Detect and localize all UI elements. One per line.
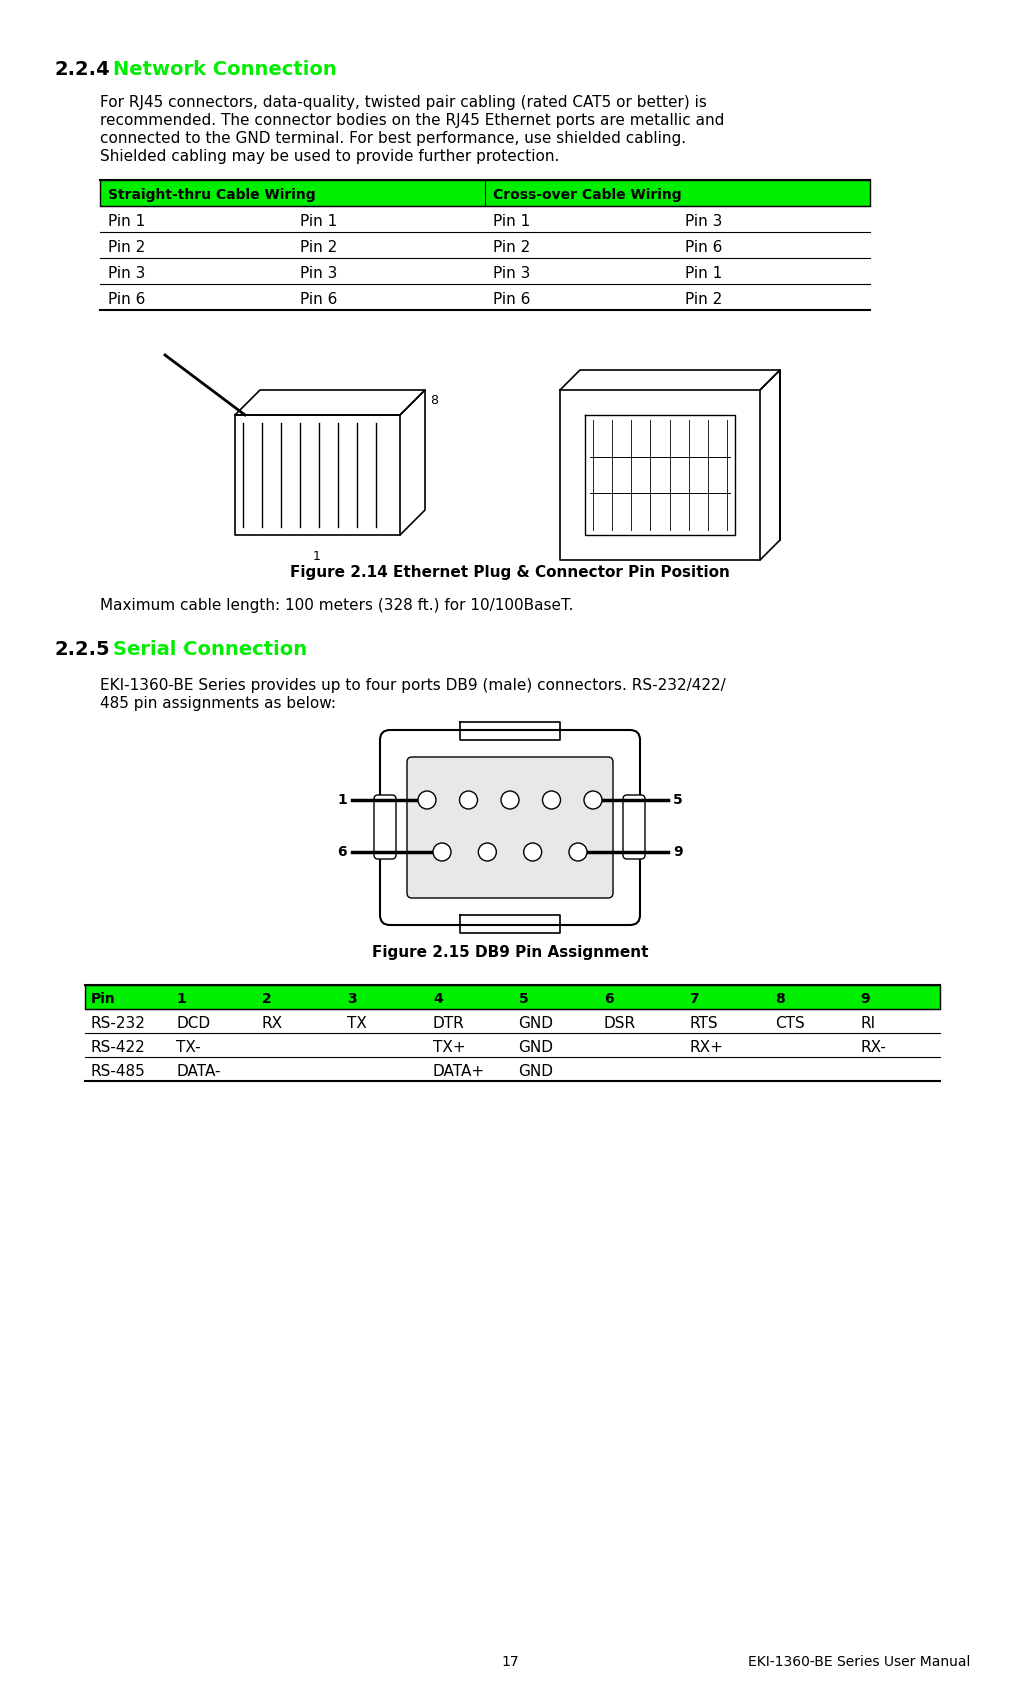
Text: Pin 2: Pin 2 <box>301 240 337 254</box>
Text: DTR: DTR <box>433 1015 465 1030</box>
Text: RI: RI <box>860 1015 875 1030</box>
Text: EKI-1360-BE Series provides up to four ports DB9 (male) connectors. RS-232/422/: EKI-1360-BE Series provides up to four p… <box>100 678 726 694</box>
Text: TX-: TX- <box>176 1039 201 1054</box>
Text: Pin 3: Pin 3 <box>301 266 338 281</box>
Text: Pin 1: Pin 1 <box>301 213 337 228</box>
Text: 1: 1 <box>313 550 321 563</box>
Text: 9: 9 <box>673 844 683 860</box>
Text: Pin 2: Pin 2 <box>108 240 146 254</box>
Circle shape <box>584 790 602 809</box>
Text: RS-485: RS-485 <box>91 1064 146 1078</box>
Text: 5: 5 <box>673 794 683 807</box>
Text: Shielded cabling may be used to provide further protection.: Shielded cabling may be used to provide … <box>100 149 559 164</box>
Text: GND: GND <box>519 1039 553 1054</box>
Text: Pin: Pin <box>91 992 116 1007</box>
Text: RTS: RTS <box>690 1015 718 1030</box>
Text: 9: 9 <box>860 992 870 1007</box>
Text: 5: 5 <box>519 992 528 1007</box>
Text: Network Connection: Network Connection <box>113 59 336 80</box>
Text: Pin 6: Pin 6 <box>108 291 146 306</box>
Text: 8: 8 <box>430 394 438 406</box>
Bar <box>85 985 940 1008</box>
Text: For RJ45 connectors, data-quality, twisted pair cabling (rated CAT5 or better) i: For RJ45 connectors, data-quality, twist… <box>100 95 707 110</box>
Text: Pin 1: Pin 1 <box>686 266 722 281</box>
Text: 2.2.5: 2.2.5 <box>55 640 111 658</box>
Text: Serial Connection: Serial Connection <box>113 640 307 658</box>
Text: 485 pin assignments as below:: 485 pin assignments as below: <box>100 695 336 711</box>
Text: RX-: RX- <box>860 1039 887 1054</box>
Text: Pin 2: Pin 2 <box>686 291 722 306</box>
Text: EKI-1360-BE Series User Manual: EKI-1360-BE Series User Manual <box>748 1655 970 1668</box>
Circle shape <box>524 843 542 861</box>
Text: Maximum cable length: 100 meters (328 ft.) for 10/100BaseT.: Maximum cable length: 100 meters (328 ft… <box>100 597 574 613</box>
Text: recommended. The connector bodies on the RJ45 Ethernet ports are metallic and: recommended. The connector bodies on the… <box>100 113 725 129</box>
Circle shape <box>478 843 496 861</box>
Text: Pin 3: Pin 3 <box>108 266 146 281</box>
Text: Pin 6: Pin 6 <box>686 240 722 254</box>
Circle shape <box>460 790 478 809</box>
Circle shape <box>542 790 560 809</box>
Text: GND: GND <box>519 1064 553 1078</box>
Text: Straight-thru Cable Wiring: Straight-thru Cable Wiring <box>108 188 316 201</box>
Text: Pin 2: Pin 2 <box>493 240 530 254</box>
Circle shape <box>433 843 451 861</box>
Text: DATA+: DATA+ <box>433 1064 485 1078</box>
Text: 6: 6 <box>604 992 613 1007</box>
Text: TX+: TX+ <box>433 1039 466 1054</box>
Text: 1: 1 <box>337 794 347 807</box>
Text: 3: 3 <box>347 992 357 1007</box>
Text: GND: GND <box>519 1015 553 1030</box>
Text: 1: 1 <box>176 992 186 1007</box>
Text: RX+: RX+ <box>690 1039 723 1054</box>
Circle shape <box>501 790 519 809</box>
Text: TX: TX <box>347 1015 368 1030</box>
FancyBboxPatch shape <box>623 795 645 860</box>
Text: DCD: DCD <box>176 1015 211 1030</box>
FancyBboxPatch shape <box>374 795 396 860</box>
Text: 2.2.4: 2.2.4 <box>55 59 111 80</box>
Text: RX: RX <box>262 1015 283 1030</box>
Text: connected to the GND terminal. For best performance, use shielded cabling.: connected to the GND terminal. For best … <box>100 130 686 146</box>
Circle shape <box>418 790 436 809</box>
Text: Pin 6: Pin 6 <box>493 291 530 306</box>
Text: CTS: CTS <box>775 1015 805 1030</box>
Text: RS-422: RS-422 <box>91 1039 146 1054</box>
Text: 8: 8 <box>775 992 785 1007</box>
Bar <box>100 179 870 206</box>
Text: DATA-: DATA- <box>176 1064 221 1078</box>
Text: 7: 7 <box>690 992 699 1007</box>
Text: Pin 1: Pin 1 <box>108 213 146 228</box>
Text: Pin 3: Pin 3 <box>686 213 722 228</box>
Text: Pin 6: Pin 6 <box>301 291 338 306</box>
Text: 4: 4 <box>433 992 442 1007</box>
FancyBboxPatch shape <box>407 756 613 898</box>
Text: Cross-over Cable Wiring: Cross-over Cable Wiring <box>493 188 682 201</box>
FancyBboxPatch shape <box>380 729 640 926</box>
Text: Pin 1: Pin 1 <box>493 213 530 228</box>
Text: 2: 2 <box>262 992 272 1007</box>
Text: Pin 3: Pin 3 <box>493 266 530 281</box>
Circle shape <box>569 843 587 861</box>
Text: Figure 2.14 Ethernet Plug & Connector Pin Position: Figure 2.14 Ethernet Plug & Connector Pi… <box>290 565 730 580</box>
Text: RS-232: RS-232 <box>91 1015 146 1030</box>
Text: Figure 2.15 DB9 Pin Assignment: Figure 2.15 DB9 Pin Assignment <box>372 946 648 959</box>
Text: DSR: DSR <box>604 1015 636 1030</box>
Text: 17: 17 <box>501 1655 519 1668</box>
Text: 6: 6 <box>337 844 347 860</box>
